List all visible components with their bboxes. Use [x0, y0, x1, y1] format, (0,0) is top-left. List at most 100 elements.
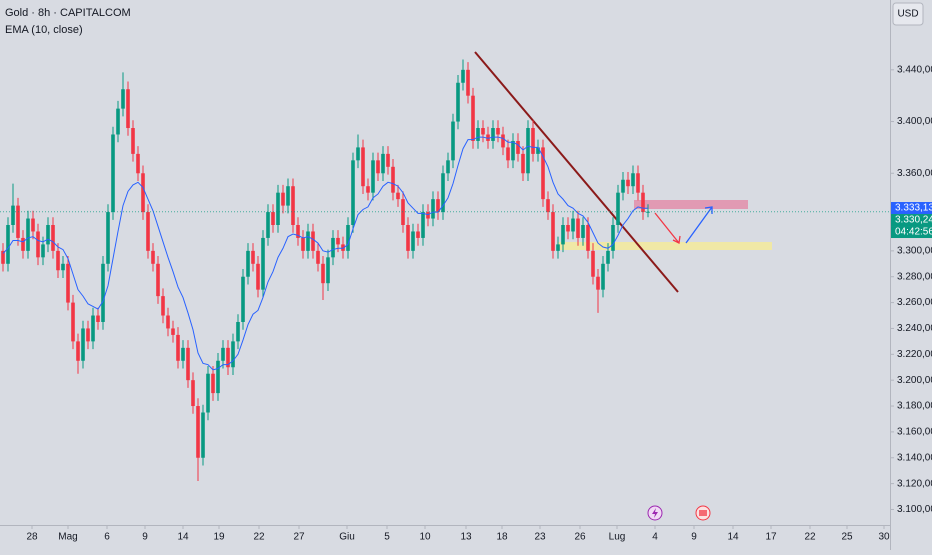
candle-body — [86, 328, 90, 342]
candle-body — [206, 373, 210, 413]
x-tick-label: 19 — [213, 532, 225, 543]
price-label-box — [891, 202, 932, 215]
price-label: 3.330,24 — [895, 215, 932, 226]
x-tick-label: 22 — [804, 532, 816, 543]
candle-body — [471, 95, 475, 141]
countdown: 04:42:56 — [895, 227, 932, 238]
price-label: 3.333,13 — [895, 203, 932, 214]
x-tick-label: 9 — [142, 532, 148, 543]
event-icon-glyph — [652, 508, 658, 518]
x-tick-label: 14 — [177, 532, 189, 543]
currency-label[interactable]: USD — [897, 9, 918, 20]
candle-body — [141, 173, 145, 213]
candle-body — [226, 347, 230, 368]
candle-body — [416, 231, 420, 238]
candle-body — [571, 218, 575, 232]
x-tick-label: 22 — [253, 532, 265, 543]
candle-body — [476, 128, 480, 141]
x-tick-label: 10 — [419, 532, 431, 543]
x-tick-label: Lug — [609, 532, 626, 543]
candle-body — [266, 212, 270, 238]
countdown-box — [891, 226, 932, 239]
candle-body — [171, 328, 175, 335]
candle-body — [21, 237, 25, 251]
candle-body — [611, 225, 615, 251]
candle-body — [71, 302, 75, 342]
candle-body — [231, 341, 235, 368]
x-tick-label: 18 — [496, 532, 508, 543]
candle-body — [91, 315, 95, 342]
candle-body — [606, 250, 610, 264]
candle-body — [596, 276, 600, 290]
x-tick-label: Giu — [339, 532, 355, 543]
y-tick-label: 3.180,00 — [897, 401, 932, 412]
candle-body — [361, 147, 365, 187]
candle-body — [291, 186, 295, 225]
candle-body — [456, 82, 460, 122]
y-tick-label: 3.120,00 — [897, 478, 932, 489]
candle-body — [561, 225, 565, 245]
candle-body — [151, 250, 155, 264]
candle-body — [406, 225, 410, 251]
x-tick-label: 5 — [384, 532, 390, 543]
plot-area: 3.440,00 3.400,00 3.360,00 3.300,00 3.280,00… — [0, 59, 932, 543]
candle-body — [446, 160, 450, 174]
candle-body — [66, 263, 70, 303]
candle-body — [371, 160, 375, 193]
candle-body — [566, 225, 570, 232]
candle-body — [296, 225, 300, 238]
candle-body — [261, 237, 265, 290]
candle-body — [96, 315, 100, 322]
y-tick-label: 3.260,00 — [897, 297, 932, 308]
chart-title: Gold · 8h · CAPITALCOM — [5, 7, 131, 19]
candle-body — [436, 199, 440, 213]
candle-body — [501, 134, 505, 148]
y-tick-label: 3.280,00 — [897, 271, 932, 282]
candle-body — [551, 212, 555, 251]
candle-body — [311, 231, 315, 251]
candle-body — [301, 237, 305, 251]
candle-body — [581, 225, 585, 238]
candle-body — [341, 244, 345, 251]
candle-body — [391, 166, 395, 193]
x-tick-label: 17 — [765, 532, 777, 543]
x-tick-label: Mag — [58, 532, 77, 543]
candle-body — [101, 263, 105, 322]
currency-button[interactable] — [892, 2, 924, 26]
candle-body — [421, 212, 425, 238]
x-tick-label: 28 — [26, 532, 38, 543]
candle-body — [56, 250, 60, 271]
candle-body — [61, 263, 65, 271]
candle-body — [621, 179, 625, 193]
candle-body — [601, 263, 605, 290]
candle-body — [376, 160, 380, 174]
candle-body — [356, 147, 360, 161]
candle-body — [191, 380, 195, 407]
candle-body — [496, 128, 500, 135]
candle-body — [221, 347, 225, 361]
candle-body — [536, 147, 540, 154]
candle-body — [576, 218, 580, 238]
candle-body — [616, 192, 620, 225]
candle-body — [166, 315, 170, 329]
y-tick-label: 3.200,00 — [897, 375, 932, 386]
x-tick-label: 26 — [574, 532, 586, 543]
candle-body — [186, 347, 190, 381]
candle-body — [326, 257, 330, 284]
candle-body — [126, 89, 130, 129]
candle-body — [106, 212, 110, 264]
candle-body — [381, 153, 385, 174]
x-tick-label: 9 — [691, 532, 697, 543]
candle-body — [116, 108, 120, 135]
y-tick-label: 3.140,00 — [897, 452, 932, 463]
candle-body — [526, 128, 530, 174]
candle-body — [196, 406, 200, 458]
y-tick-label: 3.240,00 — [897, 323, 932, 334]
candle-body — [441, 173, 445, 213]
candle-body — [1, 250, 5, 264]
candle-body — [156, 263, 160, 297]
candle-body — [346, 225, 350, 251]
